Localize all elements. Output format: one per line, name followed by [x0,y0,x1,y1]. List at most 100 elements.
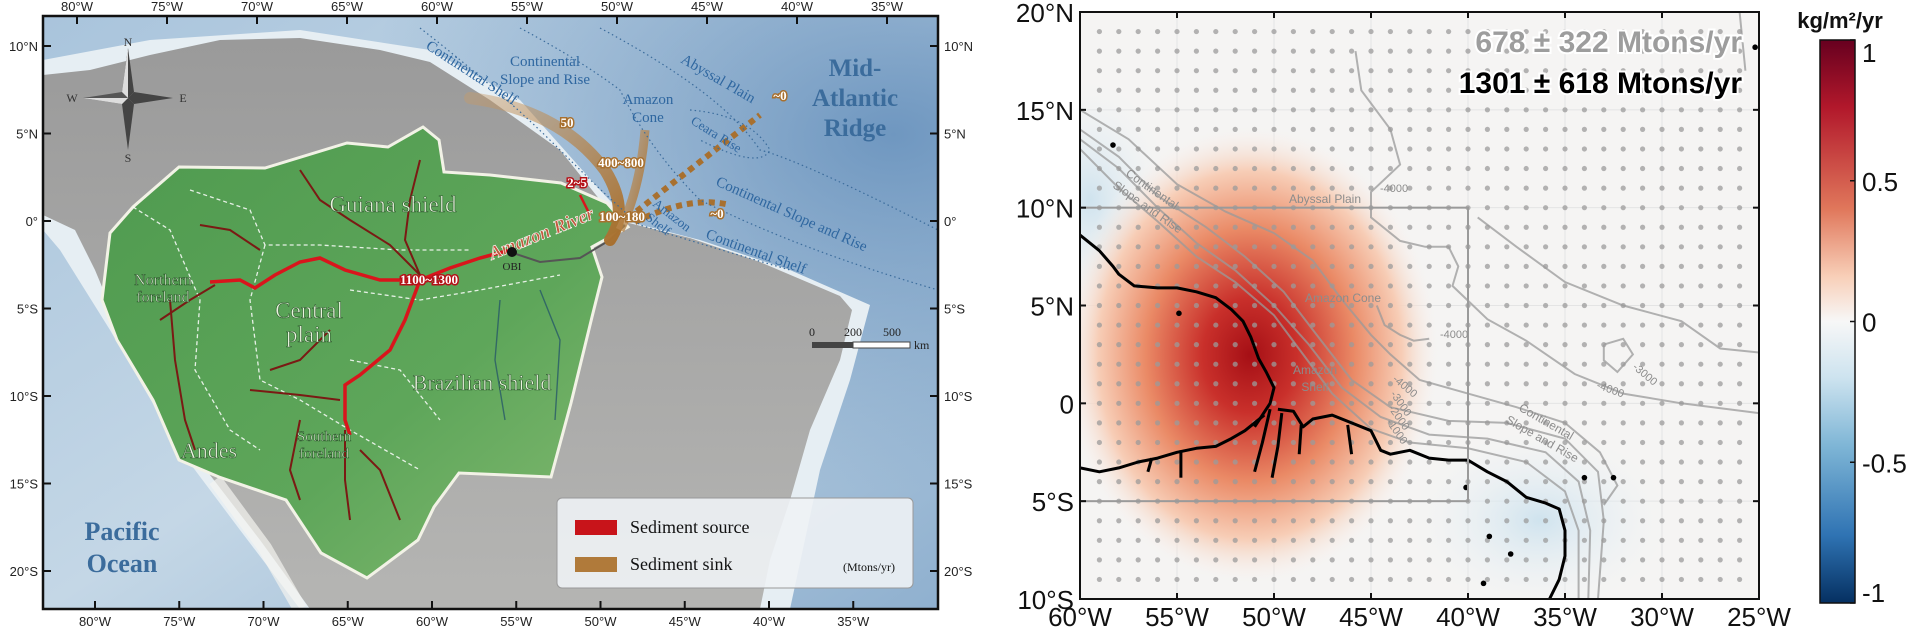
grid-dot [1232,146,1238,152]
grid-dot [1252,87,1258,93]
grid-dot [1620,48,1626,54]
grid-dot [1562,48,1568,54]
left-map-axes: 80°W 75°W 70°W 65°W 60°W 55°W 50°W 45°W 40°W 35°W… [9,0,973,629]
flux-100-180: 100~180 [599,209,645,224]
grid-dot [1484,205,1490,211]
grid-dot [1407,87,1413,93]
grid-dot [1310,439,1316,446]
grid-dot [1387,322,1393,328]
grid-dot [1252,518,1258,524]
lon-label: 50°W [1242,602,1306,632]
colorbar: kg/m²/yr 1 0.5 0 -0.5 -1 [1797,8,1907,608]
grid-dot [1426,537,1432,543]
grid-dot [1698,361,1704,367]
grid-dot [1368,107,1374,113]
grid-dot [1135,439,1141,446]
grid-dot [1271,361,1277,367]
grid-dot [1543,48,1549,54]
right-map-panel: Continental Slope and Rise Abyssal Plain… [1016,0,1791,632]
grid-dot [1426,459,1432,465]
grid-dot [1446,165,1452,172]
grid-dot [1329,224,1335,230]
grid-dot [1271,263,1277,269]
label-slope-nw-2: Slope and Rise [500,72,590,88]
grid-dot [1698,342,1704,348]
grid-dot [1717,283,1723,289]
grid-dot [1387,459,1393,465]
grid-dot [1523,498,1529,504]
grid-dot [1271,420,1277,426]
grid-dot [1155,518,1161,524]
grid-dot [1135,342,1141,348]
grid-dot [1213,381,1219,387]
grid-dot [1116,479,1122,485]
grid-dot [1620,185,1626,191]
grid-dot [1213,557,1219,563]
grid-dot [1155,224,1161,230]
grid-dot [1484,244,1490,250]
grid-dot [1271,126,1277,132]
grid-dot [1135,165,1141,172]
grid-dot [1310,185,1316,191]
grid-dot [1349,185,1355,191]
grid-dot [1271,87,1277,93]
grid-dot [1252,381,1258,387]
grid-dot [1252,126,1258,132]
grid-dot [1543,342,1549,348]
coastline-segment [1297,424,1303,455]
legend-source-label: Sediment source [630,517,749,537]
grid-dot [1562,126,1568,132]
grid-dot [1310,537,1316,543]
grid-dot [1135,68,1141,74]
grid-dot [1640,146,1646,152]
grid-dot [1116,28,1122,35]
legend-sink-label: Sediment sink [630,554,733,574]
grid-dot [1640,126,1646,132]
grid-dot [1581,165,1587,172]
grid-dot [1096,48,1102,54]
label-central-1: Central [275,298,343,323]
grid-dot [1504,576,1510,583]
grid-dot [1543,68,1549,74]
grid-dot [1193,126,1199,132]
grid-dot [1387,185,1393,191]
contour-label-4000-b: -4000 [1440,329,1468,341]
scale-0: 0 [809,325,815,339]
grid-dot [1271,557,1277,563]
label-amazon-shelf-1: Amazon [1293,363,1337,377]
top-lon-label: 60°W [421,0,454,14]
grid-dot [1484,459,1490,465]
grid-dot [1310,68,1316,74]
grid-dot [1581,302,1587,309]
compass-n-label: N [124,35,133,49]
grid-dot [1698,518,1704,524]
bathymetry-contour [1080,108,1619,506]
grid-dot [1601,224,1607,230]
grid-dot [1620,400,1626,406]
grid-dot [1504,185,1510,191]
grid-dot [1678,381,1684,387]
grid-dot [1698,224,1704,230]
scale-unit: km [914,338,930,352]
grid-dot [1601,28,1607,35]
label-guiana-shield: Guiana shield [329,192,457,217]
grid-dot [1271,224,1277,230]
grid-dot [1737,126,1743,132]
grid-dot [1640,400,1646,406]
grid-dot [1504,87,1510,93]
grid-dot [1290,459,1296,465]
grid-dot [1640,361,1646,367]
lon-label: 35°W [1533,602,1597,632]
grid-dot [1213,479,1219,485]
grid-dot [1193,107,1199,113]
grid-dot [1096,68,1102,74]
grid-dot [1523,322,1529,328]
grid-dot [1581,68,1587,74]
grid-dot [1717,185,1723,191]
grid-dot [1446,537,1452,543]
grid-dot [1407,576,1413,583]
grid-dot [1116,263,1122,269]
flux-50: 50 [561,115,574,130]
grid-dot [1349,302,1355,309]
grid-dot [1232,518,1238,524]
